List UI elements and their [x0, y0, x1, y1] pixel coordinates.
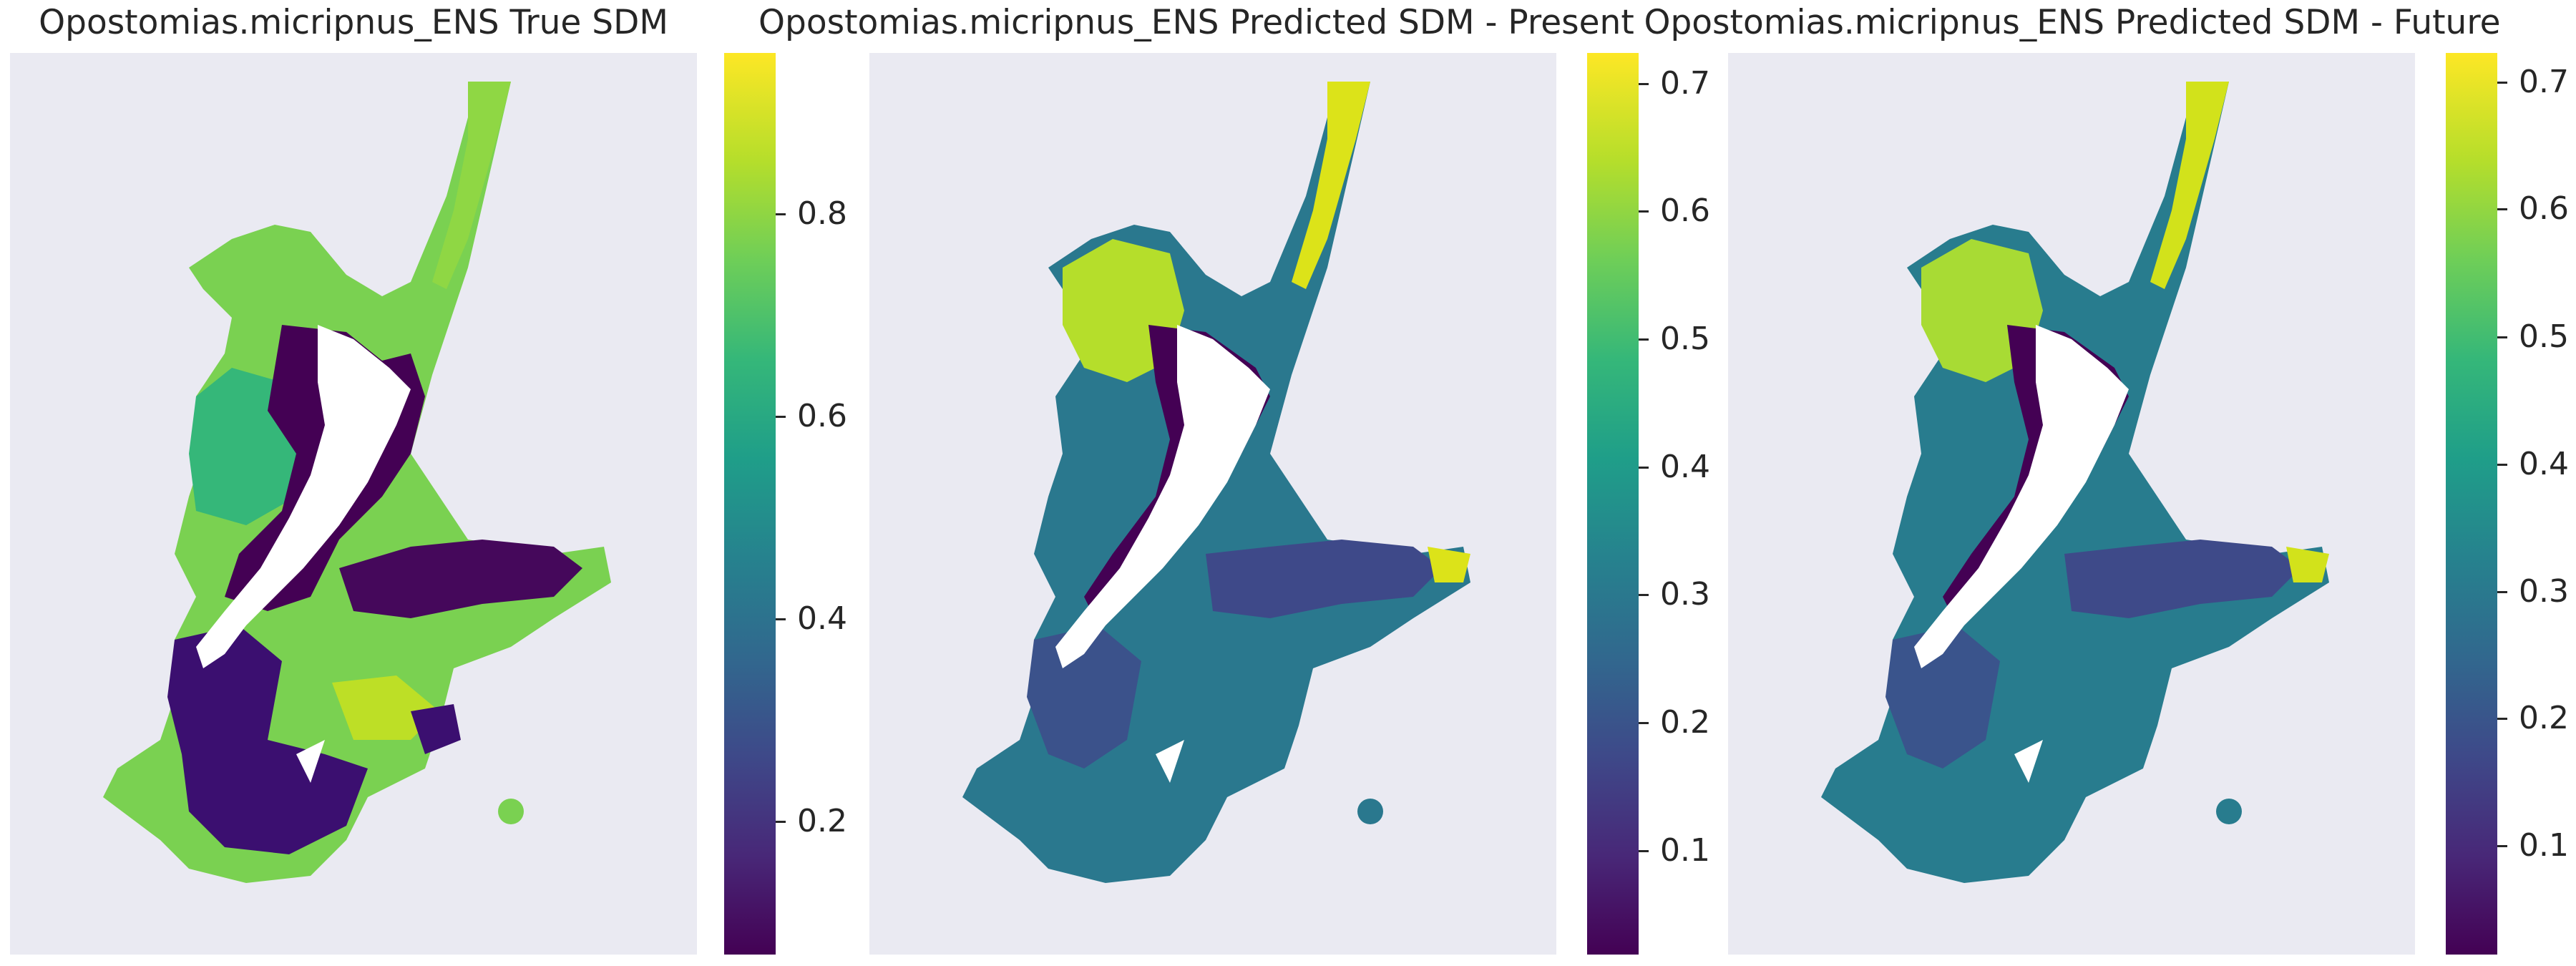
sdm-raster-present	[962, 82, 1470, 883]
panel-title-predicted-future: Opostomias.micripnus_ENS Predicted SDM -…	[1644, 3, 2501, 42]
colorbar-gradient	[1587, 53, 1639, 955]
sdm-raster-future	[1821, 82, 2329, 883]
colorbar-gradient	[2446, 53, 2497, 955]
sdm-raster-true	[103, 82, 611, 883]
map-predicted-future	[1728, 53, 2415, 955]
panel-title-predicted-present: Opostomias.micripnus_ENS Predicted SDM -…	[758, 3, 1634, 42]
panel-title-true-sdm: Opostomias.micripnus_ENS True SDM	[39, 3, 668, 42]
colorbar-predicted-present: 0.1 0.2 0.3 0.4 0.5 0.6 0.7	[1587, 53, 1710, 955]
colorbar-gradient	[724, 53, 776, 955]
map-true-sdm	[10, 53, 697, 955]
map-predicted-present	[869, 53, 1556, 955]
colorbar-true-sdm: 0.2 0.4 0.6 0.8	[724, 53, 847, 955]
colorbar-predicted-future: 0.1 0.2 0.3 0.4 0.5 0.6 0.7	[2446, 53, 2569, 955]
